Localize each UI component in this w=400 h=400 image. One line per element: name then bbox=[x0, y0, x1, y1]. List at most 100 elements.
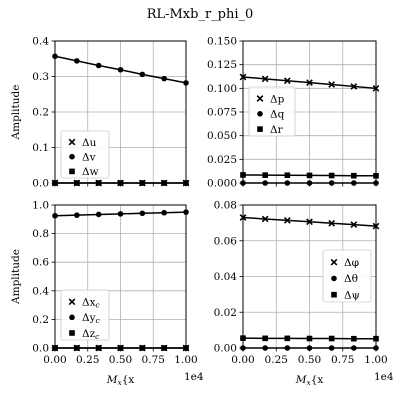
legend-label: Δψ bbox=[344, 289, 360, 301]
data-point bbox=[328, 219, 336, 227]
x-axis-label: Mx{x bbox=[106, 374, 135, 387]
y-tick-label: 0.08 bbox=[214, 200, 237, 212]
y-tick-label: 0.3 bbox=[32, 71, 49, 83]
legend-label: Δyc bbox=[82, 312, 101, 325]
data-point bbox=[117, 66, 124, 73]
data-point bbox=[161, 209, 167, 216]
data-point bbox=[74, 58, 80, 64]
y-axis-label: Amplitude bbox=[10, 85, 22, 141]
legend-marker bbox=[331, 291, 337, 298]
legend: Δp Δq Δr bbox=[248, 86, 296, 137]
legend-marker bbox=[331, 275, 337, 282]
y-tick-label: 0.2 bbox=[32, 314, 49, 326]
y-tick-label: 0.050 bbox=[207, 130, 237, 142]
data-point bbox=[261, 75, 269, 83]
data-point bbox=[262, 335, 268, 342]
panel-bottom-left: 0.0 0.2 0.4 0.6 0.8 1.0 0.00 0.25 0.50 0.75 1.00 1e… bbox=[10, 200, 204, 388]
data-point bbox=[95, 62, 102, 69]
legend-marker bbox=[257, 110, 263, 117]
data-point bbox=[283, 77, 291, 85]
data-point bbox=[306, 172, 313, 179]
data-point bbox=[328, 81, 336, 88]
panel-top-left: 0.0 0.1 0.2 0.3 0.4 Amplitude Δu Δv Δw bbox=[10, 36, 190, 190]
data-point bbox=[351, 172, 357, 179]
figure-title: RL-Mxb_r_phi_0 bbox=[147, 7, 254, 22]
legend-marker bbox=[69, 314, 75, 321]
legend-label: Δp bbox=[270, 93, 285, 105]
y-tick-label: 0.0 bbox=[32, 178, 49, 190]
legend: Δxc Δyc Δzc bbox=[60, 289, 110, 341]
x-tick-label: 1.00 bbox=[364, 354, 387, 366]
y-tick-label: 0.0 bbox=[32, 343, 49, 355]
y-tick-label: 0.04 bbox=[214, 271, 238, 283]
y-tick-label: 0.125 bbox=[207, 59, 237, 71]
y-tick-label: 1.0 bbox=[32, 200, 49, 212]
y-tick-label: 0.2 bbox=[32, 107, 49, 119]
x-tick-label: 0.50 bbox=[109, 354, 132, 366]
y-tick-label: 0.8 bbox=[32, 228, 49, 240]
legend-marker bbox=[69, 330, 75, 336]
data-point bbox=[139, 210, 146, 217]
data-point bbox=[117, 211, 124, 217]
legend-marker bbox=[330, 258, 338, 266]
y-tick-label: 0.02 bbox=[214, 307, 237, 319]
data-point bbox=[139, 71, 146, 78]
x-tick-label: 0.75 bbox=[331, 354, 354, 366]
data-point bbox=[95, 211, 102, 218]
data-point bbox=[283, 217, 291, 224]
x-axis-label: Mx{x bbox=[295, 374, 324, 387]
legend-marker bbox=[69, 168, 75, 175]
x-tick-label: 0.00 bbox=[231, 354, 254, 366]
x-tick-label: 0.50 bbox=[298, 354, 321, 366]
data-point bbox=[284, 335, 291, 342]
data-point bbox=[161, 75, 167, 82]
y-tick-label: 0.100 bbox=[207, 83, 237, 95]
data-point bbox=[351, 335, 357, 342]
y-tick-label: 0.025 bbox=[207, 154, 237, 166]
y-tick-label: 0.4 bbox=[32, 285, 49, 297]
y-tick-label: 0.6 bbox=[32, 257, 49, 269]
legend-label: Δw bbox=[82, 166, 99, 178]
panel-bottom-right: 0.00 0.02 0.04 0.06 0.08 0.00 0.25 0.50 0.75 1.00… bbox=[214, 200, 394, 388]
legend-label: Δxc bbox=[82, 297, 101, 310]
x-tick-label: 0.00 bbox=[43, 354, 66, 366]
legend-label: Δφ bbox=[344, 257, 359, 269]
legend-marker bbox=[68, 138, 76, 146]
data-point bbox=[306, 218, 313, 226]
x-offset-label: 1e4 bbox=[184, 371, 204, 383]
y-axis-label: Amplitude bbox=[10, 249, 22, 305]
legend-marker bbox=[257, 126, 263, 132]
data-point bbox=[261, 215, 269, 223]
legend: Δu Δv Δw bbox=[60, 130, 110, 179]
y-tick-label: 0.150 bbox=[207, 36, 237, 48]
legend-marker bbox=[68, 298, 76, 306]
legend-label: Δu bbox=[82, 137, 97, 149]
x-offset-label: 1e4 bbox=[374, 371, 394, 383]
data-point bbox=[350, 221, 358, 229]
panel-top-right: 0.000 0.025 0.050 0.075 0.100 0.125 0.150 ΔpΔqΔ… bbox=[207, 36, 380, 190]
legend-marker bbox=[69, 153, 75, 160]
x-tick-label: 1.00 bbox=[174, 354, 197, 366]
legend-marker bbox=[256, 95, 264, 102]
data-point bbox=[328, 335, 335, 342]
x-tick-label: 0.75 bbox=[142, 354, 165, 366]
legend: Δφ Δθ Δψ bbox=[322, 249, 372, 303]
legend-label: Δθ bbox=[344, 273, 358, 285]
data-point bbox=[306, 79, 313, 87]
y-tick-label: 0.075 bbox=[207, 107, 237, 119]
data-point bbox=[74, 212, 80, 218]
y-tick-label: 0.00 bbox=[214, 343, 237, 355]
y-tick-label: 0.000 bbox=[207, 178, 237, 190]
data-point bbox=[350, 83, 358, 90]
x-tick-label: 0.25 bbox=[265, 354, 288, 366]
y-tick-label: 0.06 bbox=[214, 235, 238, 247]
data-point bbox=[262, 172, 268, 178]
legend-label: Δzc bbox=[82, 328, 100, 341]
data-point bbox=[328, 172, 335, 179]
x-tick-label: 0.25 bbox=[76, 354, 99, 366]
y-tick-label: 0.1 bbox=[32, 142, 49, 154]
data-point bbox=[306, 335, 313, 342]
legend-label: Δv bbox=[82, 152, 96, 164]
data-point bbox=[284, 172, 291, 179]
